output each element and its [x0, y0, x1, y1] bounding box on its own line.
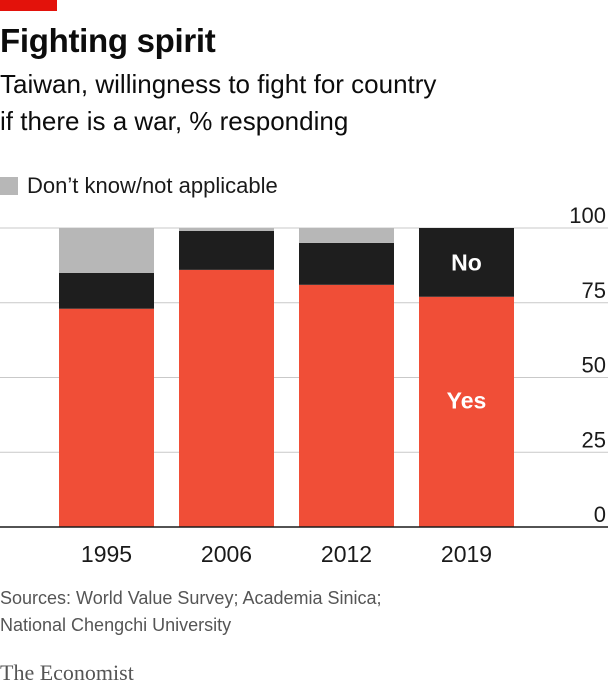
- y-tick-label-0: 0: [594, 502, 606, 527]
- legend-swatch-dont-know: [0, 177, 18, 195]
- chart-subtitle: Taiwan, willingness to fight for country…: [0, 66, 600, 140]
- bar-2019-no: [419, 228, 514, 297]
- y-tick-label-50: 50: [582, 353, 606, 378]
- bar-2019-yes: [419, 296, 514, 527]
- y-tick-label-100: 100: [569, 203, 606, 228]
- bar-1995-yes: [59, 308, 154, 527]
- source-line-2: National Chengchi University: [0, 615, 232, 635]
- x-tick-label-1995: 1995: [81, 541, 132, 567]
- x-tick-label-2019: 2019: [441, 541, 492, 567]
- bar-1995-no: [59, 272, 154, 309]
- source-note: Sources: World Value Survey; Academia Si…: [0, 585, 382, 639]
- bar-2012-no: [299, 242, 394, 285]
- bar-2012-don-t-know-not-applicable: [299, 228, 394, 243]
- source-line-1: Sources: World Value Survey; Academia Si…: [0, 588, 382, 608]
- chart-title: Fighting spirit: [0, 22, 216, 59]
- annotation-no: No: [451, 249, 482, 275]
- y-tick-label-25: 25: [582, 427, 606, 452]
- legend-label-dont-know: Don’t know/not applicable: [27, 173, 278, 198]
- stacked-bar-chart: 1995 2006 2012 2019 0 25 50 75 100 Yes No: [0, 203, 608, 567]
- bar-2006-don-t-know-not-applicable: [179, 228, 274, 231]
- bar-2012-yes: [299, 284, 394, 527]
- economist-red-tag: [0, 0, 57, 11]
- bar-2006-no: [179, 230, 274, 270]
- annotation-yes: Yes: [447, 387, 487, 413]
- y-tick-label-75: 75: [582, 278, 606, 303]
- publisher-brand: The Economist: [0, 660, 134, 685]
- x-tick-label-2012: 2012: [321, 541, 372, 567]
- bar-1995-don-t-know-not-applicable: [59, 228, 154, 273]
- subtitle-line-1: Taiwan, willingness to fight for country: [0, 69, 437, 99]
- subtitle-line-2: if there is a war, % responding: [0, 106, 349, 136]
- x-tick-label-2006: 2006: [201, 541, 252, 567]
- bar-2006-yes: [179, 269, 274, 527]
- chart-legend: Don’t know/not applicable: [0, 172, 278, 200]
